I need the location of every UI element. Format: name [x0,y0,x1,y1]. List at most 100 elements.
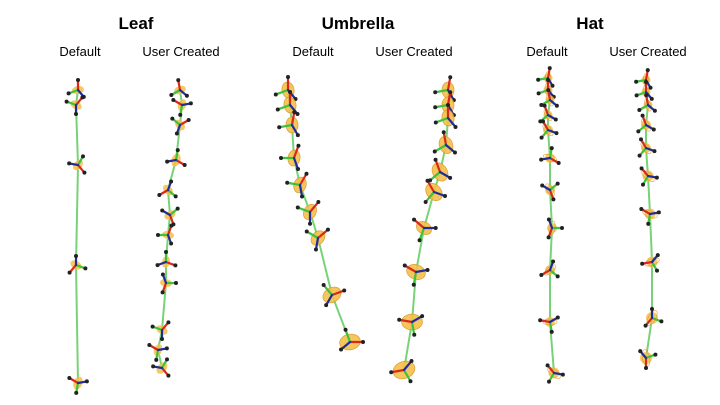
joint-dot [637,108,642,112]
joint-dot [652,149,657,154]
joint-dot [655,253,660,258]
joint-dot [555,274,560,279]
joint-dot [547,66,552,71]
joint-dot [304,171,309,176]
joint-dot [453,124,458,129]
joint-dot [169,179,174,184]
joint-dot [165,159,170,164]
joint-dot [656,210,661,215]
joint-dot [188,101,193,106]
joint-dot [67,270,72,275]
y-axis-line [276,103,292,111]
joint-dot [650,307,654,311]
joint-dot [638,349,643,354]
y-axis-line [286,181,302,187]
column-title-leaf-default: Default [59,44,101,59]
joint-dot [169,93,174,97]
joint-dot [560,226,564,230]
x-axis-line [290,111,296,127]
joint-dot [549,146,554,151]
joint-dot [639,166,644,171]
joint-dot [74,112,78,116]
joint-dot [166,320,171,325]
y-axis-line [305,230,320,240]
joint-dot [634,93,639,98]
joint-dot [83,266,88,271]
joint-dot [551,259,556,264]
joint-dot [184,93,189,98]
joint-dot [639,207,644,211]
joint-dot [295,111,300,116]
joint-dot [343,327,348,332]
joint-dot [641,182,645,187]
joint-dot [432,149,437,154]
column-title-umbrella-default: Default [292,44,334,59]
joint-dot [81,154,85,159]
joint-dot [160,208,165,213]
joint-dot [147,343,152,347]
joint-dot [425,267,430,272]
x-axis-line [446,76,452,92]
joint-dot [539,157,544,162]
joint-dot [546,217,551,222]
y-axis-line [412,270,418,286]
x-axis-line [446,91,452,107]
x-axis-line [308,200,320,214]
joint-dot [155,263,160,268]
joint-dot [165,357,169,362]
joint-dot [409,359,414,364]
joint-dot [412,332,417,337]
joint-dot [82,170,87,175]
joint-dot [547,379,551,384]
joint-dot [174,281,178,285]
column-title-hat-user: User Created [609,44,687,59]
joint-dot [339,347,344,352]
column-title-leaf-user: User Created [142,44,220,59]
x-axis-line [316,228,330,240]
joint-dot [545,363,550,368]
joint-dot [448,175,453,180]
joint-dot [361,340,365,344]
joint-dot [169,241,174,246]
y-axis-line [434,88,450,94]
x-axis-line [398,318,414,324]
y-axis-line [424,190,436,204]
y-axis-line [274,88,290,96]
joint-dot [76,78,80,82]
leaf-default-trajectory [74,89,80,384]
joint-dot [66,91,71,96]
joint-dot [634,79,639,84]
joint-dot [539,273,544,277]
joint-dot [157,193,162,197]
joint-dot [342,288,347,293]
joint-dot [648,85,653,90]
joint-dot [402,263,407,268]
joint-dot [423,199,428,204]
column-title-umbrella-user: User Created [375,44,453,59]
joint-dot [541,119,545,124]
joint-dot [169,223,174,228]
joint-dot [173,194,178,199]
y-axis-line [278,123,294,129]
joint-dot [67,376,72,380]
joint-dot [74,254,78,258]
joint-dot [551,197,556,202]
joint-dot [80,95,85,100]
joint-dot [296,143,301,148]
joint-dot [156,233,160,237]
joint-dot [182,163,187,167]
group-title-leaf: Leaf [118,14,154,33]
joint-dot [448,75,453,80]
joint-dot [154,357,159,362]
joint-dot [546,78,550,82]
joint-dot [308,221,312,226]
joint-dot [549,329,554,334]
joint-dot [659,319,664,324]
y-axis-line [418,226,426,242]
joint-dot [649,96,654,101]
joint-dot [178,112,183,117]
joint-dot [644,80,648,84]
joint-dot [151,364,156,369]
y-axis-line [428,170,442,182]
